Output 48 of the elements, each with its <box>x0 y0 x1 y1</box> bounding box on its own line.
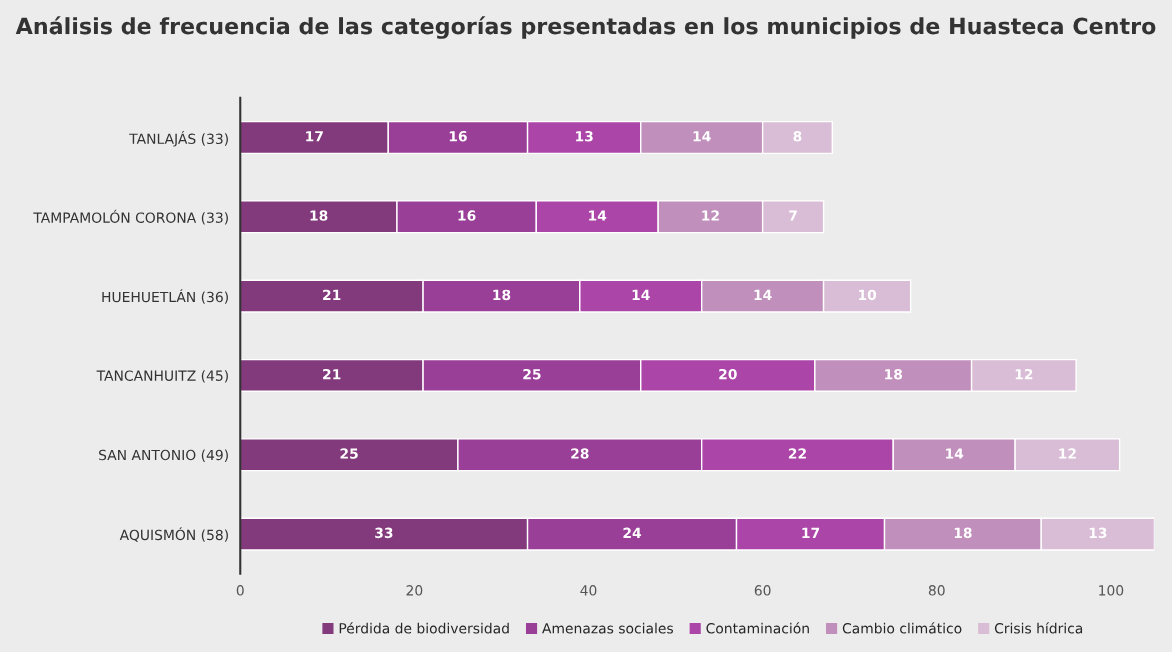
data-label: 14 <box>946 448 964 459</box>
x-tick-label: 60 <box>754 585 771 596</box>
data-label: 28 <box>571 448 589 459</box>
data-label: 7 <box>789 210 797 221</box>
data-label: 18 <box>885 368 903 380</box>
data-label: 12 <box>702 210 719 221</box>
data-label: 20 <box>719 368 737 380</box>
data-label: 18 <box>310 210 328 221</box>
data-label: 24 <box>623 527 642 538</box>
legend-label: Pérdida de biodiversidad <box>339 622 509 634</box>
y-tick-label: TAMPAMOLÓN CORONA (33) <box>33 209 228 225</box>
data-label: 21 <box>323 289 341 300</box>
data-label: 14 <box>754 289 772 300</box>
legend-label: Cambio climático <box>842 622 962 634</box>
data-label: 14 <box>632 289 650 300</box>
legend-label: Contaminación <box>706 622 809 634</box>
data-label: 18 <box>954 527 972 539</box>
data-label: 8 <box>793 130 802 142</box>
y-tick-label: SAN ANTONIO (49) <box>99 449 228 462</box>
x-tick-label: 40 <box>580 585 597 596</box>
data-label: 17 <box>306 131 323 142</box>
chart-title: Análisis de frecuencia de las categorías presentadas en los municipios de Huasteca Centro <box>15 16 1156 39</box>
y-tick-label: AQUISMÓN (58) <box>119 527 228 542</box>
data-label: 10 <box>859 289 877 301</box>
data-label: 25 <box>340 448 358 459</box>
y-tick-label: HUEHUETLÁN (36) <box>102 289 228 304</box>
data-label: 12 <box>1059 448 1076 459</box>
data-label: 21 <box>323 368 341 380</box>
data-label: 17 <box>802 527 820 538</box>
legend-label: Amenazas sociales <box>542 622 673 634</box>
x-tick-label: 0 <box>236 585 244 596</box>
y-tick-label: TANCANHUITZ (45) <box>96 370 228 383</box>
x-tick-label: 100 <box>1099 585 1124 596</box>
data-label: 16 <box>458 210 476 221</box>
data-label: 14 <box>589 210 607 221</box>
data-label: 13 <box>1089 527 1107 539</box>
legend-label: Crisis hídrica <box>994 622 1083 634</box>
data-label: 14 <box>693 131 711 142</box>
data-label: 18 <box>493 289 511 301</box>
x-tick-label: 80 <box>928 585 945 596</box>
data-label: 12 <box>1015 368 1033 380</box>
data-label: 25 <box>523 368 541 380</box>
data-label: 16 <box>449 131 467 142</box>
x-tick-label: 20 <box>406 585 423 596</box>
data-label: 13 <box>576 130 593 142</box>
data-label: 22 <box>788 448 806 459</box>
data-label: 33 <box>375 527 393 539</box>
y-tick-label: TANLAJÁS (33) <box>129 130 228 147</box>
